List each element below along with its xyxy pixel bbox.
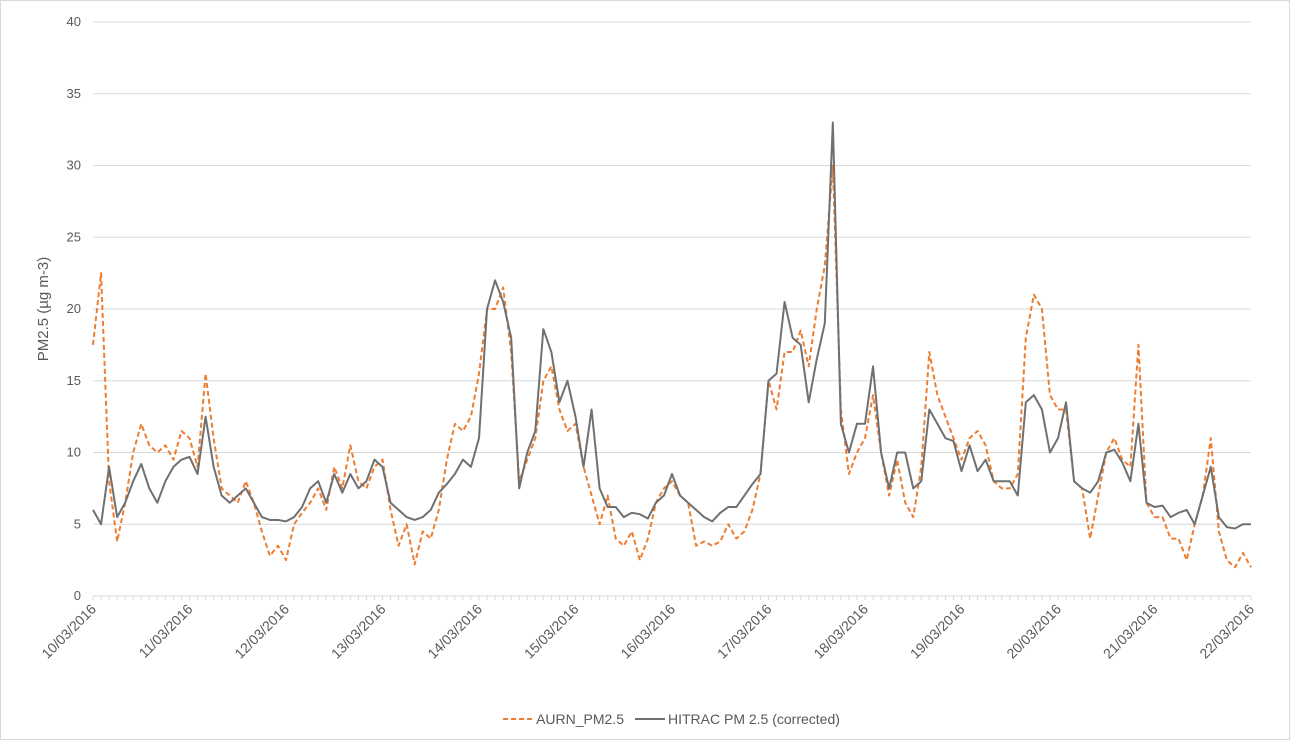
y-axis-label: PM2.5 (µg m-3) (35, 257, 52, 362)
y-tick-label: 40 (67, 14, 81, 29)
y-tick-label: 25 (67, 229, 81, 244)
y-tick-label: 35 (67, 86, 81, 101)
legend-label: HITRAC PM 2.5 (corrected) (668, 711, 840, 727)
y-tick-label: 15 (67, 373, 81, 388)
y-tick-label: 30 (67, 158, 81, 173)
series-line (92, 121, 1251, 530)
series-line (92, 164, 1252, 569)
y-tick-label: 5 (74, 516, 81, 531)
y-tick-label: 0 (74, 588, 81, 603)
y-tick-label: 20 (67, 301, 81, 316)
y-tick-label: 10 (67, 445, 81, 460)
legend-label: AURN_PM2.5 (536, 711, 624, 727)
